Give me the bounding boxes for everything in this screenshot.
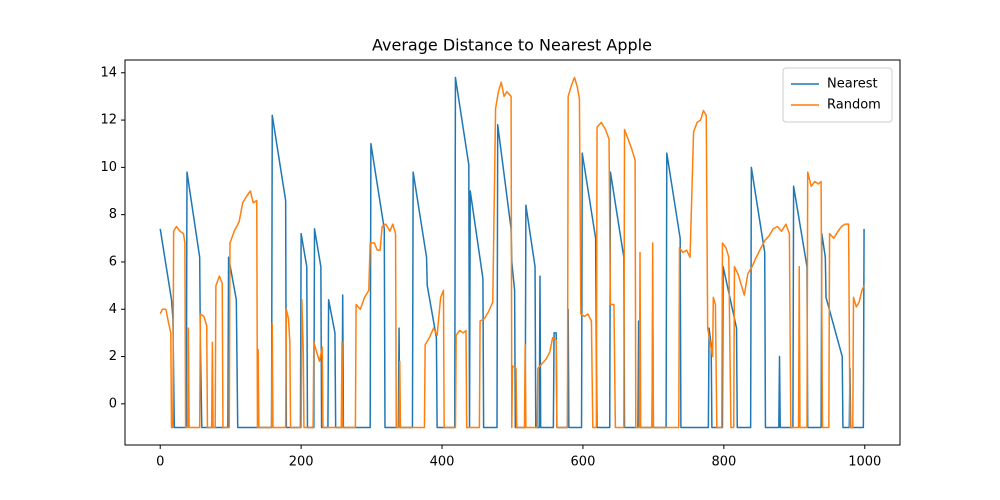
axes-frame bbox=[124, 59, 901, 446]
y-tick-label: 12 bbox=[100, 113, 117, 128]
chart-title: Average Distance to Nearest Apple bbox=[372, 36, 652, 55]
y-tick-label: 4 bbox=[109, 302, 117, 317]
legend-label: Random bbox=[827, 98, 881, 113]
plot-area bbox=[159, 76, 865, 429]
legend-box bbox=[782, 67, 893, 123]
legend-label: Nearest bbox=[827, 77, 878, 92]
x-tick-label: 400 bbox=[430, 455, 455, 470]
y-tick-label: 2 bbox=[109, 349, 117, 364]
y-tick-label: 6 bbox=[109, 254, 117, 269]
line-series bbox=[159, 76, 865, 429]
x-tick-label: 600 bbox=[571, 455, 596, 470]
y-tick-label: 10 bbox=[100, 160, 117, 175]
y-tick-label: 8 bbox=[109, 207, 117, 222]
x-tick-label: 0 bbox=[156, 455, 164, 470]
x-tick-label: 1000 bbox=[848, 455, 881, 470]
x-tick-label: 200 bbox=[289, 455, 314, 470]
y-tick-label: 0 bbox=[109, 396, 117, 411]
x-tick-label: 800 bbox=[711, 455, 736, 470]
y-tick-label: 14 bbox=[100, 65, 117, 80]
